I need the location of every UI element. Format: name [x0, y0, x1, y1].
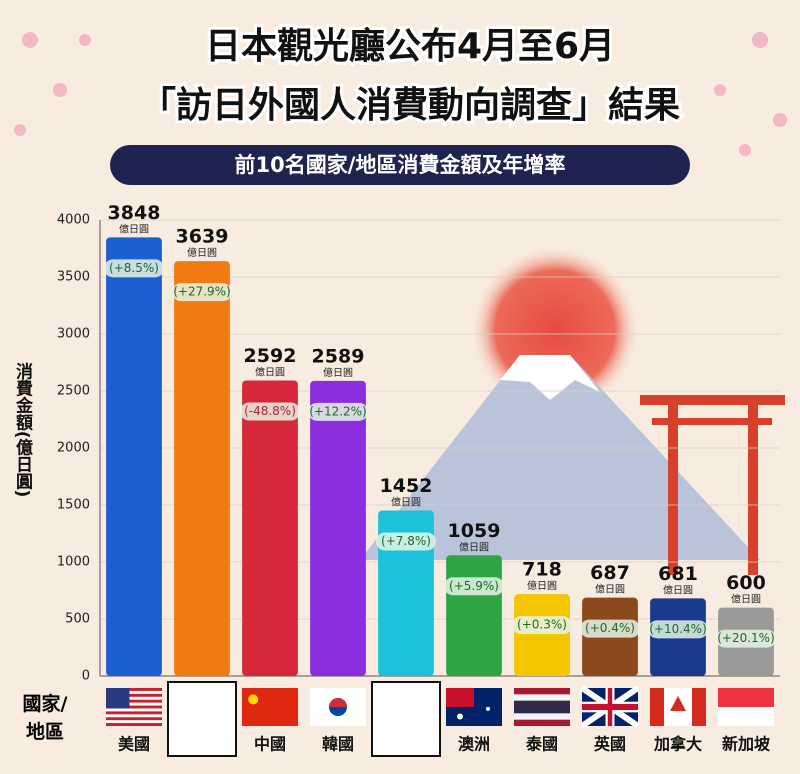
flag-part — [106, 705, 162, 709]
y-tick-label: 2500 — [57, 384, 90, 399]
y-tick-label: 2000 — [57, 441, 90, 456]
flag-part — [457, 713, 463, 720]
value-label: 3848 — [108, 202, 161, 224]
flag-part — [329, 698, 347, 707]
x-tick-label: 美國 — [118, 735, 150, 754]
value-label: 681 — [658, 563, 698, 585]
x-tick-label: 韓國 — [322, 735, 354, 754]
flag-part — [514, 700, 570, 714]
growth-pill — [444, 577, 504, 596]
y-tick-label: 4000 — [57, 213, 90, 228]
value-label: 687 — [590, 562, 630, 584]
blossoms — [14, 32, 787, 156]
y-axis-label: 消費金額(億日圓) — [12, 362, 34, 498]
growth-pill — [512, 616, 572, 635]
bar — [446, 555, 502, 676]
flag-part — [106, 688, 130, 709]
x-tick-label: 中國 — [254, 735, 286, 754]
value-unit: 億日圓 — [663, 583, 693, 596]
snow-cap — [500, 355, 600, 400]
growth-pill — [580, 619, 640, 638]
flag-part — [106, 723, 162, 726]
growth-label: (+8.5%) — [109, 261, 159, 275]
x-tick-label: 新加坡 — [722, 735, 771, 754]
growth-label: (+0.4%) — [585, 621, 635, 635]
mountain — [360, 355, 760, 560]
bar — [310, 380, 366, 676]
growth-label: (+0.3%) — [517, 618, 567, 632]
value-label: 2589 — [312, 345, 365, 367]
y-tick-label: 3000 — [57, 327, 90, 342]
flag-part — [248, 694, 259, 705]
growth-pill — [648, 620, 708, 639]
flag-part — [650, 688, 664, 726]
value-label: 1452 — [380, 475, 433, 497]
flag-part — [582, 703, 638, 711]
growth-label: (+10.4%) — [649, 622, 707, 636]
flag-part — [106, 688, 162, 691]
value-unit: 億日圓 — [527, 579, 557, 592]
y-tick-label: 0 — [82, 669, 90, 684]
x-axis-label-box: 國家/地區 — [22, 693, 68, 743]
value-unit: 億日圓 — [391, 495, 421, 508]
x-axis-label: 國家/地區 — [22, 693, 68, 743]
value-unit: 億日圓 — [119, 222, 149, 235]
bar — [174, 261, 230, 676]
y-tick-label: 1000 — [57, 555, 90, 570]
chart-title: 「訪日外國人消費動向調查」結果 — [140, 85, 680, 126]
growth-pill — [308, 402, 368, 421]
flag-part — [106, 699, 162, 703]
value-unit: 億日圓 — [731, 593, 761, 606]
value-label: 718 — [522, 559, 562, 581]
growth-label: (+27.9%) — [173, 285, 231, 299]
value-unit: 億日圓 — [323, 366, 353, 379]
flag-part — [718, 688, 774, 707]
x-tick-label: 澳洲 — [458, 735, 490, 754]
flag-part — [242, 688, 298, 726]
growth-pill — [172, 283, 232, 302]
flag-part — [106, 711, 162, 715]
chart-title: 日本觀光廳公布4月至6月 — [205, 25, 615, 67]
x-tick-label: 加拿大 — [653, 735, 702, 754]
bar — [242, 380, 298, 676]
value-label: 600 — [726, 572, 766, 594]
bar — [514, 594, 570, 676]
growth-pill — [104, 259, 164, 278]
flag-part — [106, 717, 162, 721]
blank-category — [371, 681, 441, 757]
subtitle-pill — [110, 145, 690, 185]
growth-label: (-48.8%) — [244, 404, 296, 418]
value-unit: 億日圓 — [595, 583, 625, 596]
value-label: 1059 — [448, 520, 501, 542]
growth-pill — [240, 402, 300, 421]
flag-part — [486, 706, 490, 711]
bar — [106, 237, 162, 676]
value-unit: 億日圓 — [187, 246, 217, 259]
value-unit: 億日圓 — [459, 540, 489, 553]
growth-label: (+20.1%) — [717, 631, 775, 645]
y-tick-label: 1500 — [57, 498, 90, 513]
chart-subtitle: 前10名國家/地區消費金額及年增率 — [235, 153, 566, 177]
flag-part — [692, 688, 706, 726]
flag-part — [446, 688, 474, 707]
flag-part — [106, 693, 162, 697]
growth-pill — [716, 629, 776, 648]
value-label: 2592 — [244, 345, 297, 367]
x-tick-label: 英國 — [593, 735, 626, 754]
y-tick-label: 500 — [65, 612, 90, 627]
growth-label: (+7.8%) — [381, 534, 431, 548]
growth-label: (+5.9%) — [449, 579, 499, 593]
value-label: 3639 — [176, 226, 229, 248]
flag-part — [670, 696, 686, 711]
y-tick-label: 3500 — [57, 270, 90, 285]
torii — [640, 395, 785, 575]
bar — [378, 510, 434, 676]
growth-label: (+12.2%) — [309, 404, 367, 418]
x-tick-label: 泰國 — [525, 735, 558, 754]
blank-category — [167, 681, 237, 757]
growth-pill — [376, 532, 436, 551]
value-unit: 億日圓 — [255, 366, 285, 379]
